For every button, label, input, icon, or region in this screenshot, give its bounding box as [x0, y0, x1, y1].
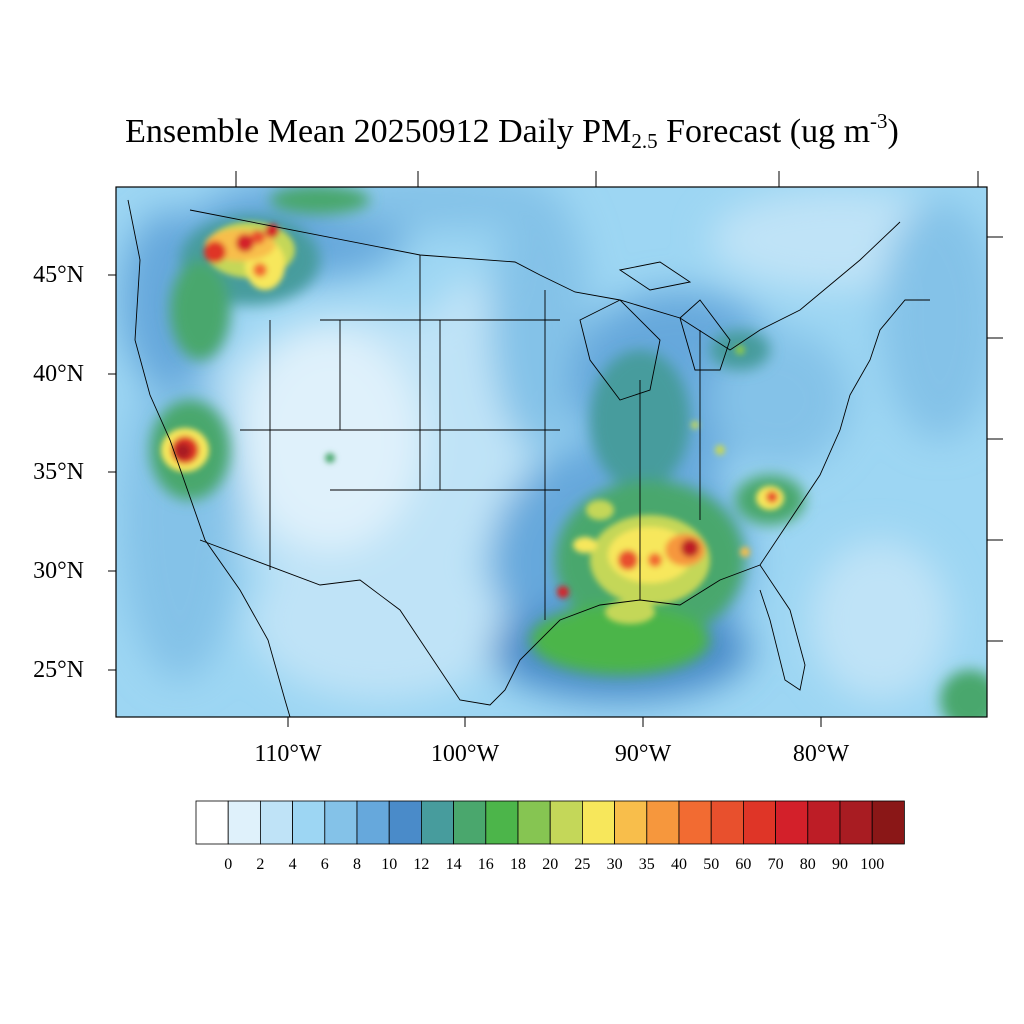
colorbar-label: 50 — [703, 856, 720, 873]
colorbar-label: 18 — [510, 856, 526, 873]
colorbar-label: 70 — [767, 856, 784, 873]
colorbar-box — [227, 800, 261, 845]
colorbar-box — [871, 800, 905, 845]
colorbar-label: 8 — [353, 856, 361, 873]
colorbar-box — [420, 800, 454, 845]
colorbar-box — [292, 800, 326, 845]
colorbar-box — [839, 800, 873, 845]
title-middle: Forecast (ug m — [657, 113, 871, 150]
lat-label-35n: 35°N — [33, 459, 84, 485]
title-superscript: -3 — [870, 109, 888, 133]
title-prefix: Ensemble Mean 20250912 Daily PM — [125, 113, 632, 150]
lon-label-100w: 100°W — [430, 741, 500, 767]
colorbar-box — [582, 800, 616, 845]
title-subscript: 2.5 — [631, 129, 658, 153]
colorbar-box — [646, 800, 680, 845]
colorbar-box — [195, 800, 229, 845]
title-suffix: ) — [887, 113, 899, 150]
lon-label-110w: 110°W — [254, 741, 322, 767]
lon-label-80w: 80°W — [792, 741, 850, 767]
lon-label-90w: 90°W — [614, 741, 672, 767]
colorbar-box — [549, 800, 583, 845]
colorbar-label: 10 — [381, 856, 398, 873]
colorbar-label: 35 — [638, 856, 655, 873]
colorbar-box — [743, 800, 777, 845]
colorbar-label: 2 — [256, 856, 265, 873]
axis-ticks — [108, 171, 1003, 727]
colorbar-label: 12 — [413, 856, 430, 873]
colorbar-label: 4 — [288, 856, 297, 873]
colorbar-box — [775, 800, 809, 845]
colorbar-label: 40 — [671, 856, 687, 873]
colorbar-label: 6 — [320, 856, 329, 873]
concentration-field — [116, 187, 987, 717]
colorbar-label: 30 — [606, 856, 623, 873]
lat-label-45n: 45°N — [33, 262, 84, 288]
lat-label-30n: 30°N — [33, 558, 84, 584]
colorbar — [195, 800, 905, 845]
colorbar-box — [356, 800, 390, 845]
colorbar-box — [324, 800, 358, 845]
colorbar-label: 14 — [445, 856, 462, 873]
colorbar-box — [807, 800, 841, 845]
colorbar-label: 100 — [860, 856, 885, 873]
lat-label-25n: 25°N — [33, 657, 84, 683]
coastlines-and-borders — [127, 199, 930, 717]
map-title: Ensemble Mean 20250912 Daily PM2.5 Forec… — [0, 109, 1024, 153]
colorbar-label: 90 — [832, 856, 848, 873]
colorbar-box — [259, 800, 293, 845]
lat-label-40n: 40°N — [33, 361, 84, 387]
colorbar-box — [485, 800, 519, 845]
colorbar-box — [678, 800, 712, 845]
colorbar-box — [710, 800, 744, 845]
colorbar-box — [517, 800, 551, 845]
colorbar-box — [453, 800, 487, 845]
colorbar-label: 60 — [735, 856, 752, 873]
colorbar-box — [388, 800, 422, 845]
colorbar-label: 20 — [542, 856, 559, 873]
colorbar-label: 25 — [574, 856, 591, 873]
colorbar-label: 16 — [477, 856, 494, 873]
map-frame — [115, 186, 988, 718]
colorbar-label: 0 — [224, 856, 233, 873]
colorbar-label: 80 — [799, 856, 816, 873]
colorbar-box — [614, 800, 648, 845]
